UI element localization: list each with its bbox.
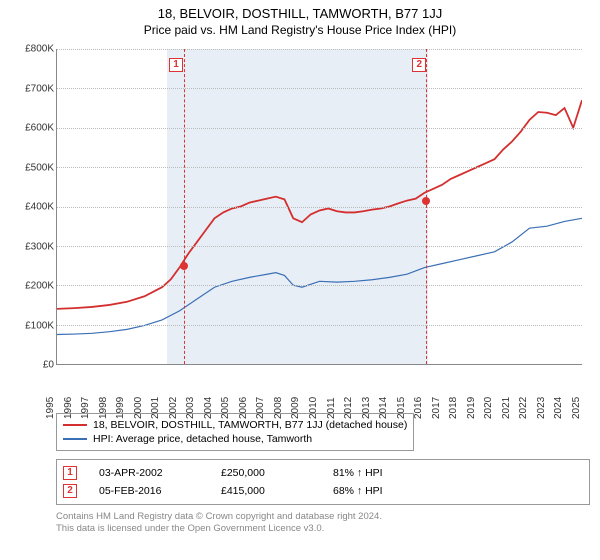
y-axis-label: £400K bbox=[12, 202, 54, 213]
y-axis-label: £0 bbox=[12, 360, 54, 371]
sale-date: 05-FEB-2016 bbox=[99, 485, 199, 497]
x-axis-label: 2015 bbox=[396, 397, 407, 419]
y-axis-label: £600K bbox=[12, 123, 54, 134]
sale-price: £250,000 bbox=[221, 467, 311, 479]
x-axis-label: 2011 bbox=[326, 397, 337, 419]
x-axis-label: 2007 bbox=[255, 397, 266, 419]
x-axis-label: 2013 bbox=[361, 397, 372, 419]
legend-swatch bbox=[63, 424, 87, 426]
y-axis-label: £700K bbox=[12, 83, 54, 94]
chart-area: 12 £0£100K£200K£300K£400K£500K£600K£700K… bbox=[10, 45, 590, 405]
container: 18, BELVOIR, DOSTHILL, TAMWORTH, B77 1JJ… bbox=[0, 0, 600, 546]
gridline bbox=[57, 207, 582, 208]
chart-subtitle: Price paid vs. HM Land Registry's House … bbox=[10, 23, 590, 37]
legend-item: 18, BELVOIR, DOSTHILL, TAMWORTH, B77 1JJ… bbox=[63, 418, 407, 432]
gridline bbox=[57, 88, 582, 89]
x-axis-label: 2024 bbox=[553, 397, 564, 419]
legend-label: HPI: Average price, detached house, Tamw… bbox=[93, 433, 312, 445]
gridline bbox=[57, 285, 582, 286]
y-axis-label: £800K bbox=[12, 44, 54, 55]
x-axis-label: 1998 bbox=[98, 397, 109, 419]
x-axis-label: 2005 bbox=[220, 397, 231, 419]
y-axis-label: £200K bbox=[12, 281, 54, 292]
sale-relative: 81% ↑ HPI bbox=[333, 467, 383, 479]
sale-vline bbox=[184, 49, 185, 364]
legend-label: 18, BELVOIR, DOSTHILL, TAMWORTH, B77 1JJ… bbox=[93, 419, 407, 431]
footer-line: Contains HM Land Registry data © Crown c… bbox=[56, 511, 590, 523]
table-row: 1 03-APR-2002 £250,000 81% ↑ HPI bbox=[63, 464, 583, 482]
x-axis-label: 2018 bbox=[448, 397, 459, 419]
x-axis-label: 2006 bbox=[238, 397, 249, 419]
x-axis-label: 2023 bbox=[536, 397, 547, 419]
x-axis-label: 1997 bbox=[80, 397, 91, 419]
sale-vline bbox=[426, 49, 427, 364]
x-axis-label: 2012 bbox=[343, 397, 354, 419]
x-axis-label: 2017 bbox=[431, 397, 442, 419]
x-axis-label: 2016 bbox=[413, 397, 424, 419]
gridline bbox=[57, 49, 582, 50]
plot-region: 12 bbox=[56, 49, 582, 365]
x-axis-label: 2009 bbox=[290, 397, 301, 419]
gridline bbox=[57, 167, 582, 168]
sale-date: 03-APR-2002 bbox=[99, 467, 199, 479]
sales-table: 1 03-APR-2002 £250,000 81% ↑ HPI 2 05-FE… bbox=[56, 459, 590, 505]
chart-title: 18, BELVOIR, DOSTHILL, TAMWORTH, B77 1JJ bbox=[10, 6, 590, 21]
sale-marker-badge: 2 bbox=[412, 58, 426, 72]
x-axis-label: 2003 bbox=[185, 397, 196, 419]
y-axis-label: £300K bbox=[12, 241, 54, 252]
x-axis-label: 1995 bbox=[45, 397, 56, 419]
footer: Contains HM Land Registry data © Crown c… bbox=[56, 511, 590, 536]
sale-marker-dot bbox=[180, 262, 188, 270]
x-axis-label: 2001 bbox=[150, 397, 161, 419]
legend-item: HPI: Average price, detached house, Tamw… bbox=[63, 432, 407, 446]
series-line bbox=[57, 218, 582, 334]
x-axis-label: 2008 bbox=[273, 397, 284, 419]
sale-relative: 68% ↑ HPI bbox=[333, 485, 383, 497]
x-axis-label: 1996 bbox=[63, 397, 74, 419]
x-axis-label: 2004 bbox=[203, 397, 214, 419]
x-axis-label: 2020 bbox=[483, 397, 494, 419]
x-axis-label: 2010 bbox=[308, 397, 319, 419]
x-axis-label: 1999 bbox=[115, 397, 126, 419]
x-axis-label: 2000 bbox=[133, 397, 144, 419]
x-axis-label: 2025 bbox=[571, 397, 582, 419]
gridline bbox=[57, 325, 582, 326]
sale-price: £415,000 bbox=[221, 485, 311, 497]
x-axis-label: 2002 bbox=[168, 397, 179, 419]
series-line bbox=[57, 100, 582, 309]
y-axis-label: £500K bbox=[12, 162, 54, 173]
sale-marker-badge: 1 bbox=[169, 58, 183, 72]
sale-marker-badge: 2 bbox=[63, 484, 77, 498]
x-axis-label: 2021 bbox=[501, 397, 512, 419]
x-axis-label: 2014 bbox=[378, 397, 389, 419]
legend-swatch bbox=[63, 438, 87, 440]
y-axis-label: £100K bbox=[12, 320, 54, 331]
sale-marker-badge: 1 bbox=[63, 466, 77, 480]
sale-marker-dot bbox=[422, 197, 430, 205]
gridline bbox=[57, 246, 582, 247]
footer-line: This data is licensed under the Open Gov… bbox=[56, 523, 590, 535]
table-row: 2 05-FEB-2016 £415,000 68% ↑ HPI bbox=[63, 482, 583, 500]
x-axis-label: 2019 bbox=[466, 397, 477, 419]
x-axis-label: 2022 bbox=[518, 397, 529, 419]
gridline bbox=[57, 128, 582, 129]
